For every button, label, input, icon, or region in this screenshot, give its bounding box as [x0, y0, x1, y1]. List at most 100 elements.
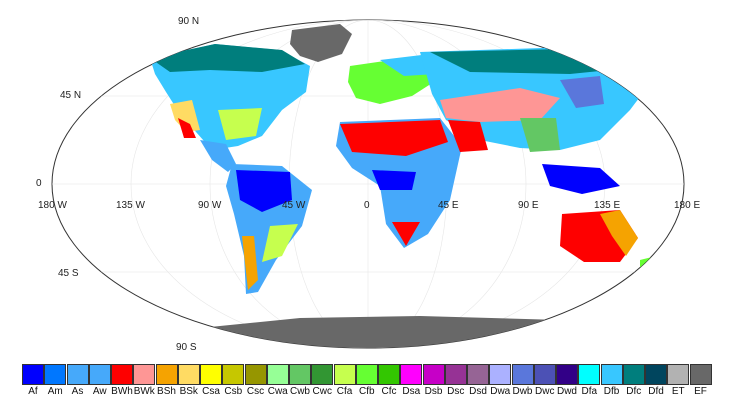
- legend-item-dfd: Dfd: [645, 364, 667, 400]
- legend-swatch: [22, 364, 44, 385]
- legend-item-csb: Csb: [222, 364, 245, 400]
- legend-swatch: [355, 364, 378, 385]
- legend-swatch: [556, 364, 578, 385]
- legend-label: Cwa: [267, 386, 288, 397]
- legend-swatch: [511, 364, 534, 385]
- legend-item-cwb: Cwb: [289, 364, 311, 400]
- legend-item-dwa: Dwa: [489, 364, 512, 400]
- legend-swatch: [266, 364, 289, 385]
- legend-swatch: [645, 364, 667, 385]
- legend-swatch: [66, 364, 89, 385]
- legend-label: Cwc: [312, 386, 332, 397]
- lon-label-180w: 180 W: [38, 200, 67, 211]
- legend-swatch: [689, 364, 712, 385]
- legend-label: Dsc: [447, 386, 465, 397]
- legend-item-csc: Csc: [244, 364, 267, 400]
- legend-swatch: [467, 364, 489, 385]
- legend-label: Cfc: [381, 386, 397, 397]
- legend-label: Dwb: [512, 386, 533, 397]
- legend-swatch: [44, 364, 67, 385]
- legend-swatch: [111, 364, 133, 385]
- legend-label: Dwd: [556, 386, 577, 397]
- legend-label: Dwa: [490, 386, 511, 397]
- legend-swatch: [444, 364, 467, 385]
- legend-label: Dsd: [469, 386, 487, 397]
- legend-label: Dsa: [402, 386, 421, 397]
- legend-swatch: [400, 364, 423, 385]
- legend-label: Cwb: [289, 386, 310, 397]
- legend-swatch: [578, 364, 601, 385]
- legend-swatch: [378, 364, 400, 385]
- legend-item-dfa: Dfa: [578, 364, 601, 400]
- legend-item-cfc: Cfc: [378, 364, 400, 400]
- legend-item-et: ET: [667, 364, 690, 400]
- legend-swatch: [289, 364, 311, 385]
- legend-label: Cfb: [358, 386, 375, 397]
- legend-label: Dfc: [626, 386, 642, 397]
- legend-swatch: [177, 364, 200, 385]
- legend-label: Csc: [246, 386, 265, 397]
- legend-item-aw: Aw: [88, 364, 111, 400]
- legend-label: As: [71, 386, 84, 397]
- lon-label-135e: 135 E: [594, 200, 621, 211]
- lon-label-90w: 90 W: [198, 200, 222, 211]
- legend-swatch: [200, 364, 222, 385]
- legend-item-bsk: BSk: [177, 364, 200, 400]
- legend-item-bwk: BWk: [133, 364, 156, 400]
- legend-label: Cfa: [336, 386, 353, 397]
- legend-swatch: [222, 364, 245, 385]
- legend-swatch: [244, 364, 267, 385]
- legend-label: BSh: [157, 386, 176, 397]
- legend-label: BSk: [179, 386, 198, 397]
- legend-item-bwh: BWh: [111, 364, 133, 400]
- central-america: [200, 140, 236, 172]
- legend-swatch: [600, 364, 623, 385]
- legend-label: Dfa: [581, 386, 598, 397]
- legend-label: BWh: [111, 386, 133, 397]
- legend-label: BWk: [133, 386, 155, 397]
- lat-label-0: 0: [36, 178, 42, 189]
- lon-label-180e: 180 E: [674, 200, 701, 211]
- landmasses: [150, 24, 660, 348]
- legend-item-cwa: Cwa: [266, 364, 289, 400]
- legend-label: Dfb: [603, 386, 620, 397]
- legend-item-cfa: Cfa: [333, 364, 356, 400]
- lon-label-135w: 135 W: [116, 200, 145, 211]
- legend-item-dsb: Dsb: [422, 364, 445, 400]
- legend-label: EF: [694, 386, 707, 397]
- lon-label-45e: 45 E: [438, 200, 459, 211]
- legend-label: Csa: [202, 386, 220, 397]
- lat-label-45n: 45 N: [60, 90, 82, 101]
- legend-item-dfb: Dfb: [600, 364, 623, 400]
- lon-label-45w: 45 W: [282, 200, 306, 211]
- legend-item-dwc: Dwc: [533, 364, 556, 400]
- legend-label: Am: [47, 386, 63, 397]
- legend-swatch: [133, 364, 156, 385]
- legend-item-dwb: Dwb: [511, 364, 534, 400]
- legend-swatch: [155, 364, 178, 385]
- legend-label: Dfd: [648, 386, 664, 397]
- se-asia: [542, 164, 620, 194]
- lat-label-90s: 90 S: [176, 342, 197, 353]
- legend-label: Dsb: [424, 386, 443, 397]
- legend-swatch: [333, 364, 356, 385]
- legend-swatch: [622, 364, 645, 385]
- legend-item-cfb: Cfb: [355, 364, 378, 400]
- new-zealand: [640, 256, 656, 280]
- legend-label: Csb: [224, 386, 243, 397]
- legend-item-as: As: [66, 364, 89, 400]
- lat-label-45s: 45 S: [58, 268, 79, 279]
- lat-label-90n: 90 N: [178, 16, 200, 27]
- world-climate-map: [51, 19, 685, 349]
- legend-item-bsh: BSh: [155, 364, 178, 400]
- greenland: [290, 24, 352, 62]
- lon-label-0: 0: [364, 200, 370, 211]
- legend-item-dsc: Dsc: [444, 364, 467, 400]
- legend-swatch: [88, 364, 111, 385]
- legend-label: Dwc: [535, 386, 555, 397]
- legend-item-csa: Csa: [200, 364, 222, 400]
- legend-label: Af: [28, 386, 38, 397]
- legend-label: Aw: [92, 386, 107, 397]
- legend-swatch: [422, 364, 445, 385]
- legend-item-cwc: Cwc: [311, 364, 334, 400]
